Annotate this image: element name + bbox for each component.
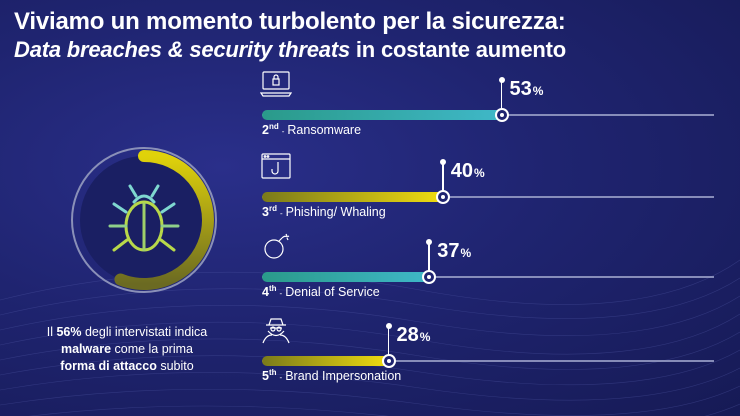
caption-text: subito (156, 359, 194, 373)
threat-label: 3rd- Phishing/ Whaling (262, 204, 386, 219)
gauge-track (71, 147, 217, 293)
value-unit: % (474, 166, 485, 180)
value-unit: % (460, 246, 472, 260)
value-label: 28% (397, 324, 431, 347)
marker-stem (428, 242, 430, 272)
bar-fill (262, 110, 502, 120)
title-line-2: Data breaches & security threats in cost… (14, 36, 566, 64)
marker-stem-dot (498, 77, 505, 83)
bar-marker (494, 108, 509, 122)
rank-number: 4 (262, 285, 269, 300)
rank-number: 2 (262, 123, 269, 138)
threat-name: Phishing/ Whaling (285, 205, 386, 220)
bar-track (262, 360, 714, 362)
threat-label: 5th- Brand Impersonation (262, 368, 401, 383)
threat-name: Brand Impersonation (285, 369, 402, 384)
page-title: Viviamo un momento turbolento per la sic… (14, 8, 566, 64)
value-number: 40 (450, 160, 474, 182)
rank-suffix: th (268, 284, 277, 293)
marker-stem (500, 80, 503, 110)
malware-gauge (71, 147, 217, 293)
bar-marker (381, 354, 396, 368)
gauge-fill (114, 150, 214, 290)
value-label: 37% (437, 240, 471, 263)
rank-number: 3 (262, 205, 269, 220)
caption-malware: malware (60, 342, 112, 356)
rank-suffix: rd (268, 204, 277, 213)
rank-suffix: nd (268, 122, 279, 131)
value-number: 28 (396, 324, 419, 346)
threat-name: Ransomware (287, 123, 362, 138)
value-number: 53 (509, 78, 532, 100)
value-unit: % (419, 330, 431, 344)
bar-fill (262, 356, 389, 366)
threat-label: 2nd- Ransomware (262, 122, 361, 137)
title-rest-part: in costante aumento (349, 37, 567, 62)
bar-marker (422, 270, 437, 284)
title-line-1: Viviamo un momento turbolento per la sic… (14, 8, 566, 35)
bar-track (262, 196, 714, 198)
marker-stem-dot (439, 159, 446, 165)
value-unit: % (532, 84, 544, 98)
threat-label: 4th- Denial of Service (262, 284, 380, 299)
caption-attack-form: forma di attacco (60, 359, 157, 373)
bar-fill (262, 272, 430, 282)
bar-marker (435, 190, 450, 204)
marker-stem-dot (385, 323, 392, 329)
laptop-lock-icon (259, 70, 293, 98)
value-label: 53% (510, 78, 544, 101)
rank-separator: - (279, 373, 283, 383)
value-label: 40% (451, 160, 485, 183)
marker-stem (387, 326, 390, 356)
caption-text: Il (46, 325, 57, 339)
browser-hook-icon (260, 152, 292, 180)
rank-separator: - (279, 289, 283, 299)
marker-stem-dot (426, 239, 433, 245)
caption-percent: 56% (56, 325, 82, 339)
bar-track (262, 276, 714, 278)
threat-name: Denial of Service (285, 285, 380, 300)
bomb-icon (260, 232, 292, 260)
spy-icon (260, 316, 292, 344)
rank-separator: - (281, 127, 285, 137)
title-italic-part: Data breaches & security threats (14, 37, 350, 62)
caption-text: come la prima (111, 342, 193, 356)
malware-caption: Il 56% degli intervistati indica malware… (22, 324, 232, 375)
marker-stem (442, 162, 444, 192)
rank-suffix: th (268, 368, 277, 377)
caption-text: degli intervistati indica (81, 325, 208, 339)
rank-separator: - (279, 209, 283, 219)
value-number: 37 (437, 240, 460, 262)
rank-number: 5 (262, 369, 269, 384)
bug-icon (108, 184, 180, 252)
bar-fill (262, 192, 443, 202)
